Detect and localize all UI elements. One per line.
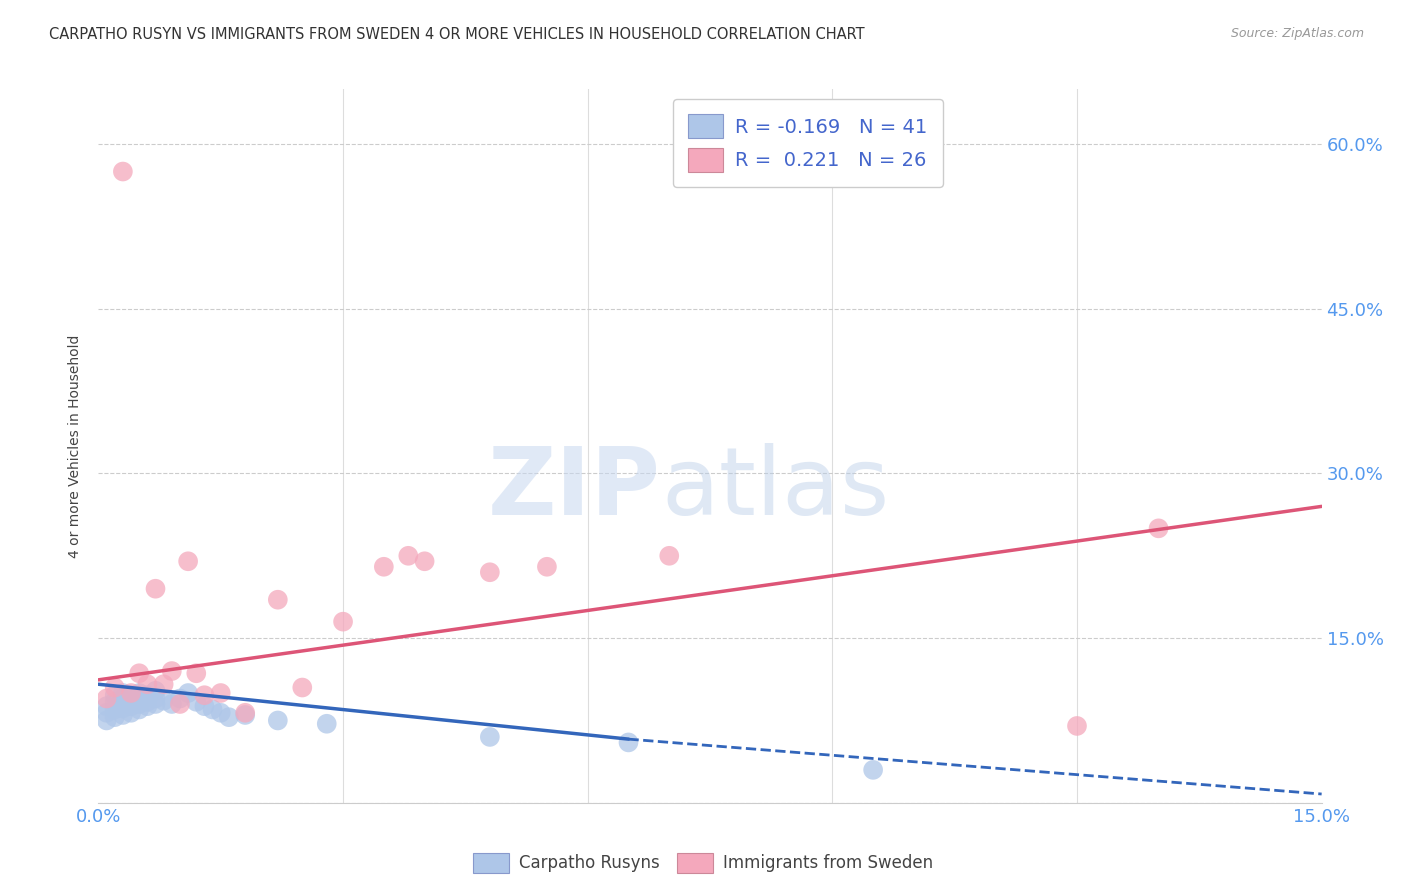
Point [152,694,174,708]
Legend: R = -0.169   N = 41, R =  0.221   N = 26: R = -0.169 N = 41, R = 0.221 N = 26 [673,99,943,187]
Point [332,615,354,629]
Point [193,688,215,702]
Text: atlas: atlas [661,442,890,535]
Point [120,688,142,702]
Point [536,559,558,574]
Point [111,701,134,715]
Text: CARPATHO RUSYN VS IMMIGRANTS FROM SWEDEN 4 OR MORE VEHICLES IN HOUSEHOLD CORRELA: CARPATHO RUSYN VS IMMIGRANTS FROM SWEDEN… [49,27,865,42]
Point [201,702,224,716]
Y-axis label: 4 or more Vehicles in Household: 4 or more Vehicles in Household [69,334,83,558]
Point [136,688,159,702]
Point [136,677,159,691]
Point [209,706,232,720]
Point [145,582,167,596]
Point [169,691,191,706]
Point [104,688,127,702]
Point [120,699,142,714]
Point [128,666,150,681]
Point [145,697,167,711]
Point [111,686,134,700]
Point [128,691,150,706]
Point [658,549,681,563]
Point [233,708,256,723]
Point [218,710,240,724]
Point [104,702,127,716]
Point [617,735,640,749]
Point [209,686,232,700]
Text: Source: ZipAtlas.com: Source: ZipAtlas.com [1230,27,1364,40]
Point [233,706,256,720]
Point [96,714,118,728]
Point [177,686,200,700]
Point [373,559,395,574]
Point [1147,521,1170,535]
Point [186,695,208,709]
Point [177,554,200,568]
Point [111,164,134,178]
Point [120,694,142,708]
Point [128,702,150,716]
Point [111,691,134,706]
Legend: Carpatho Rusyns, Immigrants from Sweden: Carpatho Rusyns, Immigrants from Sweden [465,847,941,880]
Point [96,699,118,714]
Text: ZIP: ZIP [488,442,661,535]
Point [396,549,419,563]
Point [478,730,501,744]
Point [478,566,501,580]
Point [120,706,142,720]
Point [413,554,436,568]
Point [193,699,215,714]
Point [136,695,159,709]
Point [1066,719,1088,733]
Point [111,697,134,711]
Point [104,695,127,709]
Point [169,697,191,711]
Point [160,664,183,678]
Point [136,699,159,714]
Point [104,710,127,724]
Point [160,697,183,711]
Point [186,666,208,681]
Point [315,716,337,731]
Point [152,677,174,691]
Point [145,683,167,698]
Point [120,686,142,700]
Point [111,708,134,723]
Point [96,691,118,706]
Point [291,681,314,695]
Point [104,681,127,695]
Point [128,686,150,700]
Point [96,706,118,720]
Point [267,592,290,607]
Point [862,763,884,777]
Point [267,714,290,728]
Point [145,691,167,706]
Point [128,697,150,711]
